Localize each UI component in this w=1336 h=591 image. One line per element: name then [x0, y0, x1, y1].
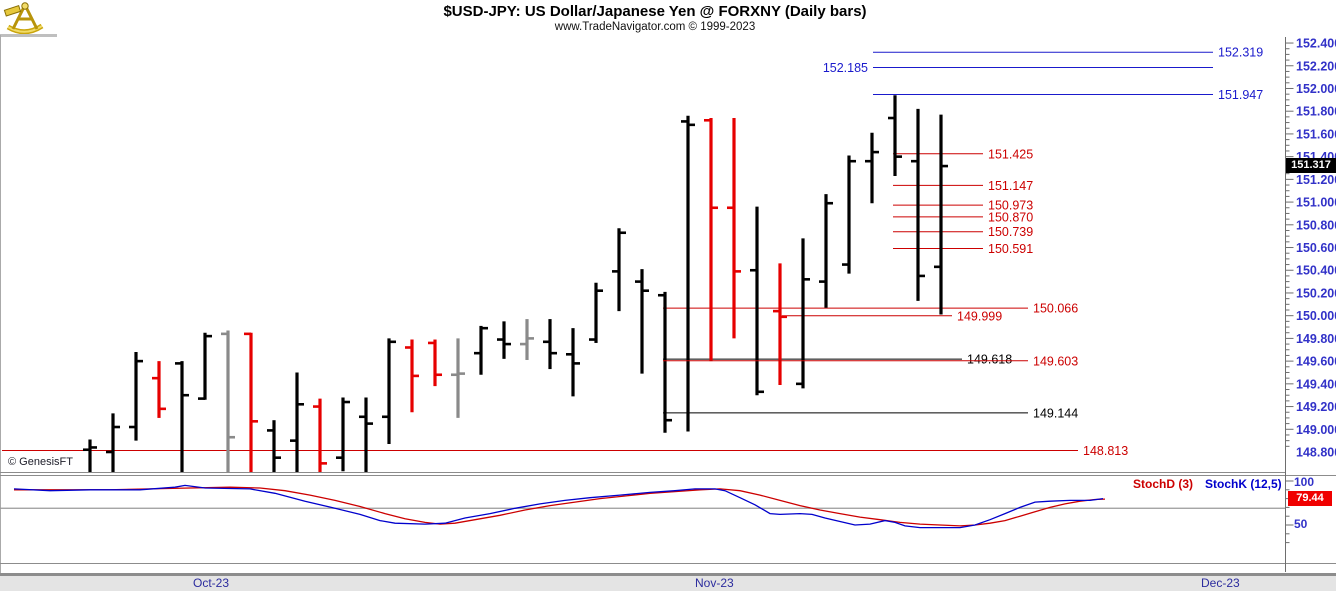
ohlc-bar-32: [819, 194, 833, 308]
copyright-text: © GenesisFT: [8, 456, 73, 468]
stoch-panel-bottom-border: [0, 563, 1336, 564]
level-label-151.425: 151.425: [988, 147, 1033, 161]
ohlc-bar-29: [750, 206, 764, 396]
price-axis-label-151.000: 151.000: [1296, 196, 1336, 210]
ohlc-bar-11: [336, 397, 350, 472]
ohlc-bar-14: [405, 339, 419, 413]
toolbar-edge-strip: [0, 34, 57, 37]
ohlc-bar-4: [175, 361, 189, 472]
price-axis-label-150.600: 150.600: [1296, 241, 1336, 255]
level-labels: 152.319 152.185 151.947 151.425 151.147 150.9…: [823, 46, 1263, 458]
ohlc-bar-34: [865, 132, 879, 204]
stochd-indicator-label[interactable]: StochD (3): [1133, 477, 1193, 491]
date-label-dec: Dec-23: [1201, 576, 1240, 590]
level-label-151.947: 151.947: [1218, 88, 1263, 102]
ohlc-bar-36: [911, 108, 925, 301]
level-label-150.870: 150.870: [988, 210, 1033, 224]
ohlc-bar-15: [428, 339, 442, 387]
price-axis-label-150.200: 150.200: [1296, 286, 1336, 300]
ohlc-bar-27: [704, 118, 718, 362]
chart-title: $USD-JPY: US Dollar/Japanese Yen @ FORXN…: [443, 3, 867, 20]
price-axis-label-151.200: 151.200: [1296, 173, 1336, 187]
ohlc-bar-25: [658, 291, 672, 433]
ohlc-bar-17: [474, 325, 488, 375]
price-axis-label-151.600: 151.600: [1296, 127, 1336, 141]
ohlc-bar-8: [267, 420, 281, 472]
price-axis-label-149.200: 149.200: [1296, 400, 1336, 414]
price-axis-label-151.800: 151.800: [1296, 105, 1336, 119]
ohlc-bar-24: [635, 269, 649, 374]
price-axis-label-150.000: 150.000: [1296, 309, 1336, 323]
price-axis-label-152.000: 152.000: [1296, 82, 1336, 96]
stoch-axis-label-50: 50: [1294, 517, 1308, 531]
ohlc-bar-6: [221, 330, 235, 472]
left-border: [0, 35, 1, 591]
ohlc-bar-37: [934, 114, 948, 315]
price-axis-label-149.400: 149.400: [1296, 377, 1336, 391]
price-axis: 152.400152.200152.000151.800151.600151.4…: [1285, 37, 1336, 572]
ohlc-bar-23: [612, 228, 626, 312]
ohlc-bar-18: [497, 321, 511, 359]
price-axis-label-149.800: 149.800: [1296, 332, 1336, 346]
level-label-152.185: 152.185: [823, 61, 868, 75]
level-label-148.813: 148.813: [1083, 444, 1128, 458]
price-axis-label-150.400: 150.400: [1296, 264, 1336, 278]
genesisft-sextant-logo-icon: [3, 2, 44, 35]
price-axis-label-150.800: 150.800: [1296, 218, 1336, 232]
stochd-line: [14, 486, 1106, 527]
ohlc-bar-31: [796, 238, 810, 389]
price-panel-bottom-border: [0, 472, 1285, 473]
ohlc-bar-1: [106, 413, 120, 472]
date-label-nov: Nov-23: [695, 576, 734, 590]
ohlc-bar-16: [451, 338, 465, 418]
date-axis-band[interactable]: [0, 573, 1336, 591]
stoch-panel-top-border: [0, 475, 1336, 476]
ohlc-bar-10: [313, 398, 327, 472]
ohlc-bar-33: [842, 155, 856, 274]
level-label-149.999: 149.999: [957, 309, 1002, 323]
ohlc-bar-0: [83, 439, 97, 472]
price-bars: [83, 95, 948, 472]
stochk-line: [13, 484, 1104, 529]
level-label-152.319: 152.319: [1218, 46, 1263, 60]
stochastic-panel[interactable]: [0, 484, 1285, 529]
level-label-151.147: 151.147: [988, 179, 1033, 193]
level-label-149.144: 149.144: [1033, 406, 1078, 420]
ohlc-bar-22: [589, 282, 603, 343]
ohlc-bar-9: [290, 372, 304, 472]
ohlc-bar-35: [888, 95, 902, 176]
stochk-indicator-label[interactable]: StochK (12,5): [1205, 477, 1282, 491]
chart-subtitle: www.TradeNavigator.com © 1999-2023: [554, 21, 756, 33]
level-label-150.591: 150.591: [988, 242, 1033, 256]
last-price-badge: 151.317: [1286, 158, 1336, 173]
ohlc-bar-30: [773, 263, 787, 385]
ohlc-bar-20: [543, 319, 557, 370]
price-axis-label-152.200: 152.200: [1296, 59, 1336, 73]
level-label-150.973: 150.973: [988, 199, 1033, 213]
ohlc-bar-21: [566, 328, 580, 397]
ohlc-bar-28: [727, 118, 741, 339]
ohlc-bar-12: [359, 397, 373, 472]
price-axis-label-149.600: 149.600: [1296, 355, 1336, 369]
date-label-oct: Oct-23: [193, 576, 230, 590]
level-label-150.739: 150.739: [988, 225, 1033, 239]
ohlc-bar-3: [152, 361, 166, 418]
ohlc-bar-19: [520, 319, 534, 360]
level-label-149.618: 149.618: [967, 353, 1012, 367]
price-axis-label-148.800: 148.800: [1296, 446, 1336, 460]
ohlc-bar-13: [382, 338, 396, 445]
price-axis-label-152.400: 152.400: [1296, 37, 1336, 51]
stoch-value-badge: 79.44: [1288, 491, 1332, 506]
price-axis-label-149.000: 149.000: [1296, 423, 1336, 437]
level-label-149.603: 149.603: [1033, 354, 1078, 368]
ohlc-bar-7: [244, 332, 258, 472]
ohlc-bar-2: [129, 352, 143, 441]
ohlc-bar-26: [681, 115, 695, 432]
stoch-axis-label-100: 100: [1294, 475, 1315, 489]
level-label-150.066: 150.066: [1033, 302, 1078, 316]
ohlc-bar-5: [198, 332, 212, 400]
